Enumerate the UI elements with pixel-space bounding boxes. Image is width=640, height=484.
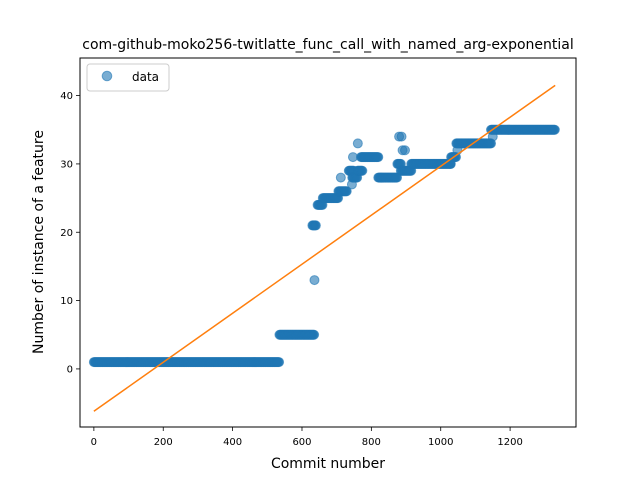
- data-point: [400, 145, 410, 156]
- x-tick-label: 400: [223, 437, 242, 448]
- legend-label-data: data: [132, 70, 159, 84]
- y-tick-label: 0: [67, 364, 73, 375]
- data-point: [487, 131, 498, 142]
- data-point: [346, 179, 357, 190]
- y-tick-label: 10: [60, 296, 73, 307]
- data-points: [88, 124, 560, 368]
- y-tick-label: 30: [60, 159, 73, 170]
- data-point: [452, 145, 463, 156]
- data-point: [347, 152, 358, 163]
- y-tick-label: 20: [60, 228, 73, 239]
- x-tick-label: 600: [292, 437, 311, 448]
- y-axis-ticks: 0 10 20 30 40: [60, 91, 80, 375]
- x-tick-label: 1200: [497, 437, 522, 448]
- data-point: [341, 186, 352, 197]
- data-point: [357, 165, 368, 176]
- data-point: [309, 275, 320, 286]
- x-tick-label: 0: [91, 437, 97, 448]
- x-axis-ticks: 0 200 400 600 800 1000 1200: [91, 427, 523, 448]
- x-tick-label: 800: [362, 437, 381, 448]
- y-tick-label: 40: [60, 91, 73, 102]
- fit-line: [93, 84, 556, 412]
- data-point: [309, 329, 320, 340]
- plot-frame: [79, 57, 577, 428]
- legend-marker-data: [101, 70, 113, 82]
- data-point: [549, 124, 560, 135]
- data-point: [310, 220, 321, 231]
- y-axis-label: Number of instance of a feature: [31, 130, 47, 354]
- x-tick-label: 1000: [428, 437, 453, 448]
- data-point: [352, 138, 363, 149]
- data-point: [373, 152, 384, 163]
- chart-title: com-github-moko256-twitlatte_func_call_w…: [82, 37, 574, 53]
- x-axis-label: Commit number: [271, 456, 385, 472]
- fit-line-group: [93, 84, 556, 412]
- data-point: [335, 172, 346, 183]
- data-point: [396, 131, 407, 142]
- legend: data: [86, 63, 170, 92]
- x-tick-label: 200: [154, 437, 173, 448]
- data-point: [274, 357, 285, 368]
